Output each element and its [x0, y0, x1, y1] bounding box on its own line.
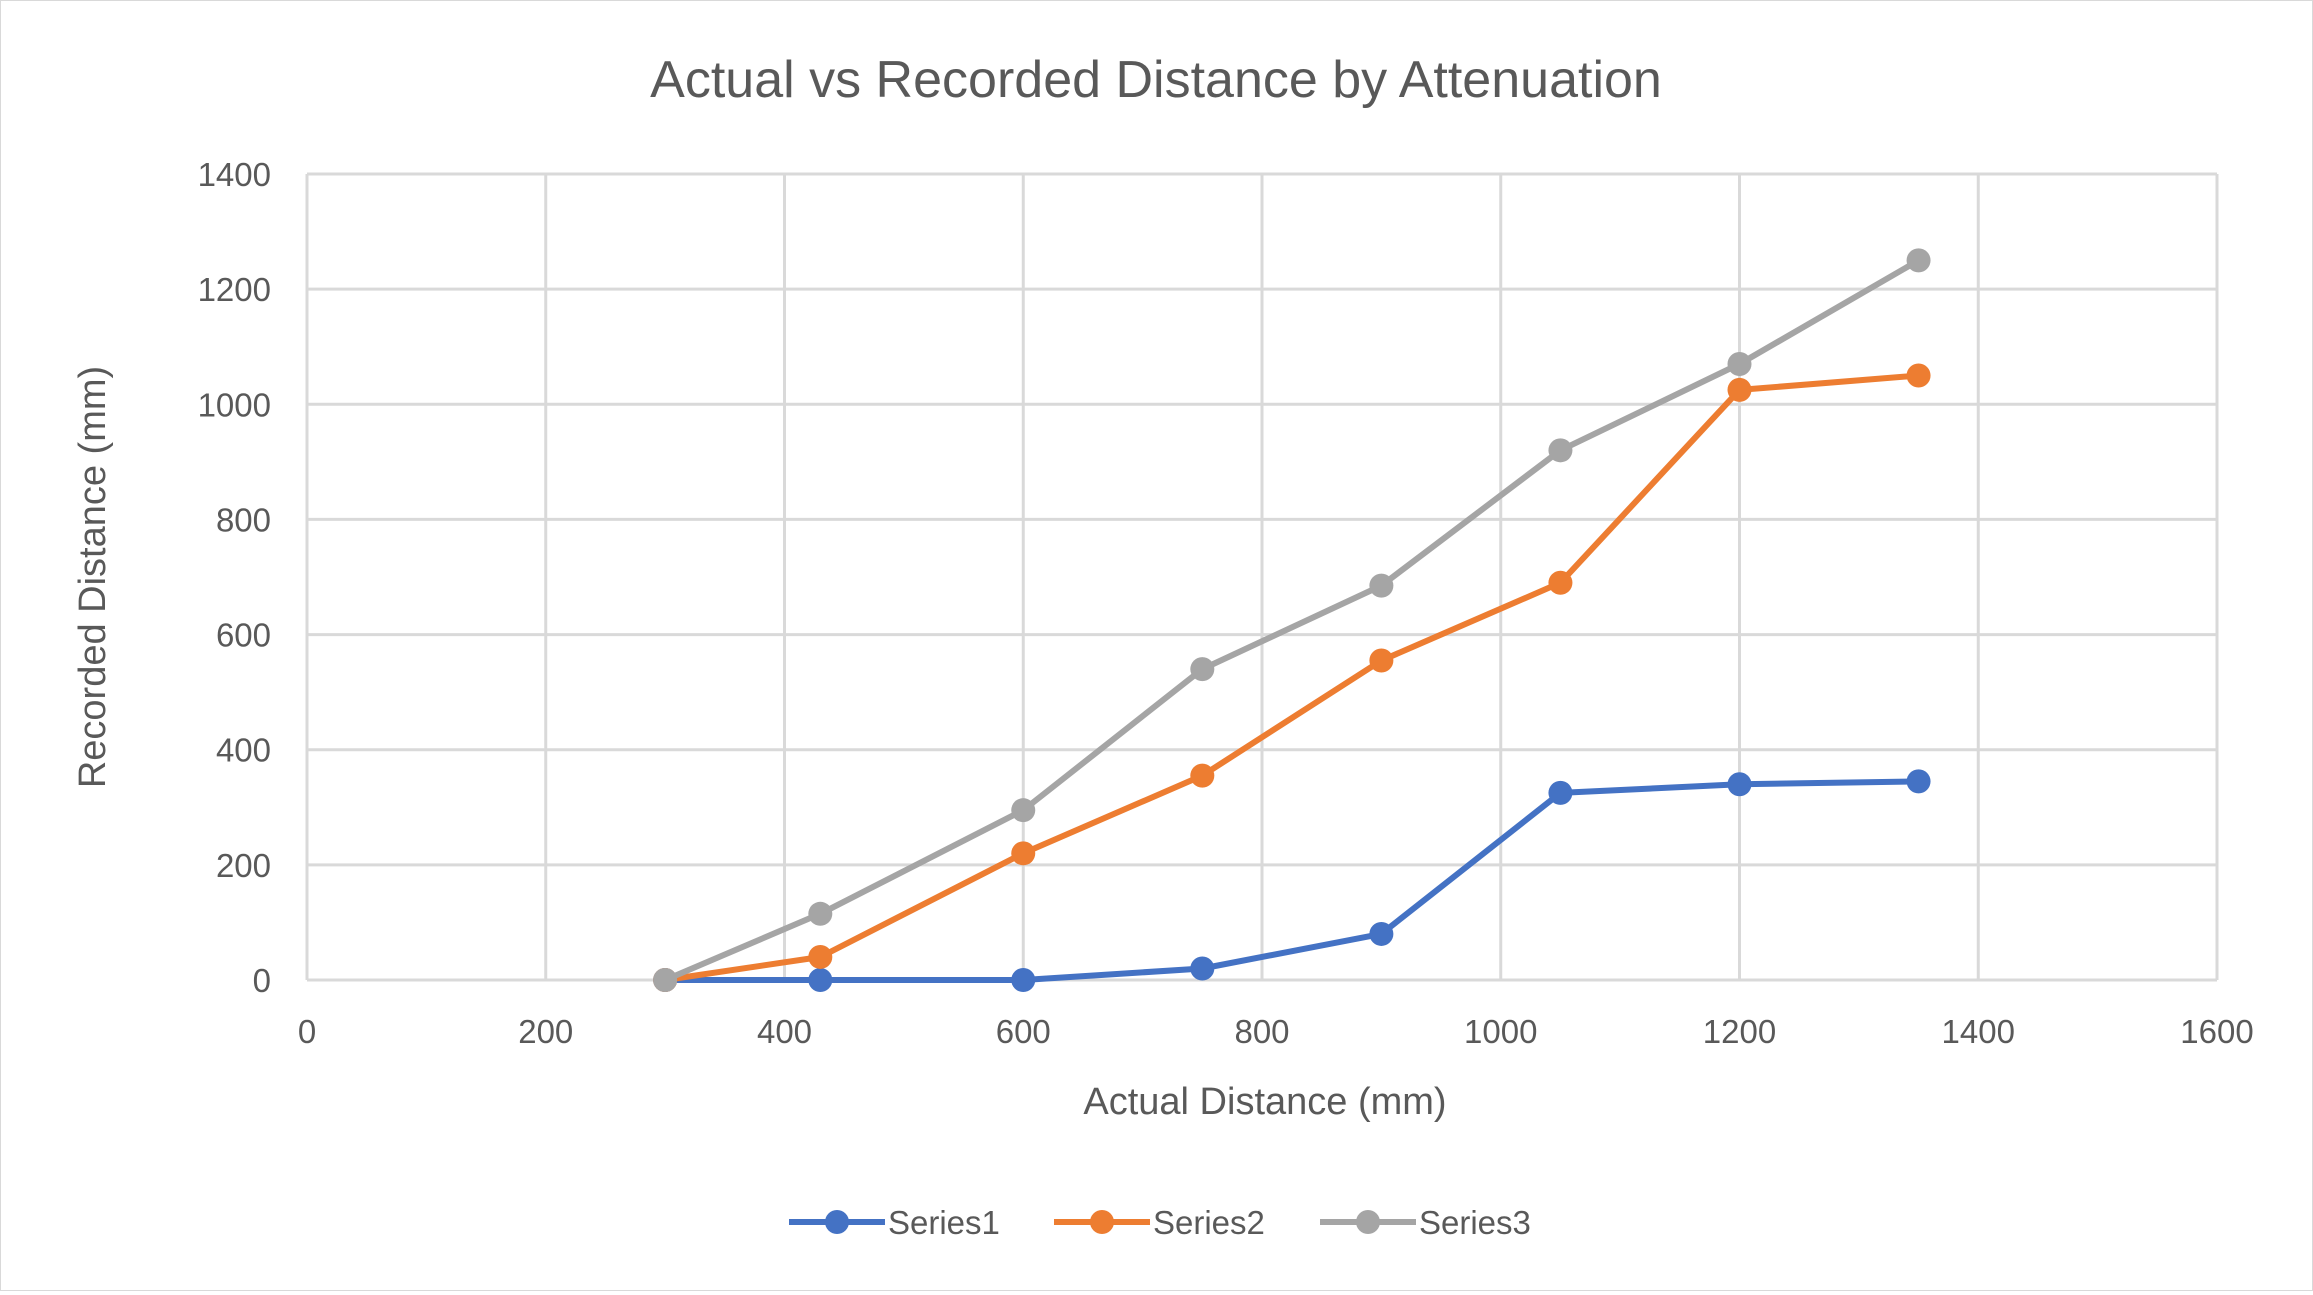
x-tick-label: 1600 [2180, 1013, 2253, 1050]
gridlines [305, 172, 2219, 982]
data-point [1369, 921, 1394, 946]
y-tick-label: 800 [216, 501, 271, 538]
data-point [1369, 648, 1394, 673]
series-line [662, 372, 1922, 983]
x-tick-label: 200 [518, 1013, 573, 1050]
data-point [1369, 573, 1394, 598]
data-point [1011, 841, 1036, 866]
legend-item: Series3 [1320, 1204, 1531, 1241]
series-1 [653, 769, 1931, 992]
data-point [1011, 968, 1036, 992]
legend-label: Series3 [1419, 1204, 1531, 1241]
x-tick-label: 800 [1234, 1013, 1289, 1050]
chart-title: Actual vs Recorded Distance by Attenuati… [650, 51, 1662, 109]
series-line [662, 778, 1922, 983]
y-tick-label: 400 [216, 732, 271, 769]
legend-label: Series2 [1153, 1204, 1265, 1241]
data-point [1727, 351, 1752, 376]
data-point [808, 968, 833, 992]
data-point [1548, 438, 1573, 463]
x-tick-label: 600 [996, 1013, 1051, 1050]
y-tick-label: 600 [216, 617, 271, 654]
y-tick-label: 1400 [198, 156, 271, 193]
y-tick-label: 1200 [198, 271, 271, 308]
tick-labels: 0 200 400 600 800 1000 1200 1400 0 200 400 600 800 10… [198, 156, 2254, 1050]
legend-item: Series1 [789, 1204, 1000, 1241]
data-point [1727, 772, 1752, 797]
legend-marker [1356, 1210, 1380, 1234]
legend-item: Series2 [1054, 1204, 1265, 1241]
x-tick-label: 1000 [1464, 1013, 1537, 1050]
legend: Series1 Series2 Series3 [789, 1204, 1531, 1241]
data-point [1548, 570, 1573, 595]
data-point [808, 944, 833, 969]
series-2 [653, 363, 1931, 992]
y-tick-label: 200 [216, 847, 271, 884]
series-line [662, 257, 1922, 983]
x-tick-label: 1400 [1942, 1013, 2015, 1050]
legend-label: Series1 [888, 1204, 1000, 1241]
data-point [1727, 377, 1752, 402]
data-point [653, 968, 678, 992]
y-tick-label: 0 [253, 962, 271, 999]
data-point [808, 901, 833, 926]
data-point [1548, 780, 1573, 805]
data-point [1906, 248, 1931, 273]
x-tick-label: 400 [757, 1013, 812, 1050]
data-point [1190, 763, 1215, 788]
data-point [1190, 657, 1215, 682]
data-point [1906, 769, 1931, 794]
x-tick-label: 1200 [1703, 1013, 1776, 1050]
series-group [653, 248, 1931, 992]
data-point [1190, 956, 1215, 981]
x-axis-title: Actual Distance (mm) [1083, 1081, 1446, 1123]
x-tick-label: 0 [298, 1013, 316, 1050]
series-3 [653, 248, 1931, 992]
legend-marker [1090, 1210, 1114, 1234]
y-axis-title: Recorded Distance (mm) [72, 366, 114, 788]
data-point [1906, 363, 1931, 388]
legend-marker [825, 1210, 849, 1234]
data-point [1011, 798, 1036, 823]
y-tick-label: 1000 [198, 386, 271, 423]
